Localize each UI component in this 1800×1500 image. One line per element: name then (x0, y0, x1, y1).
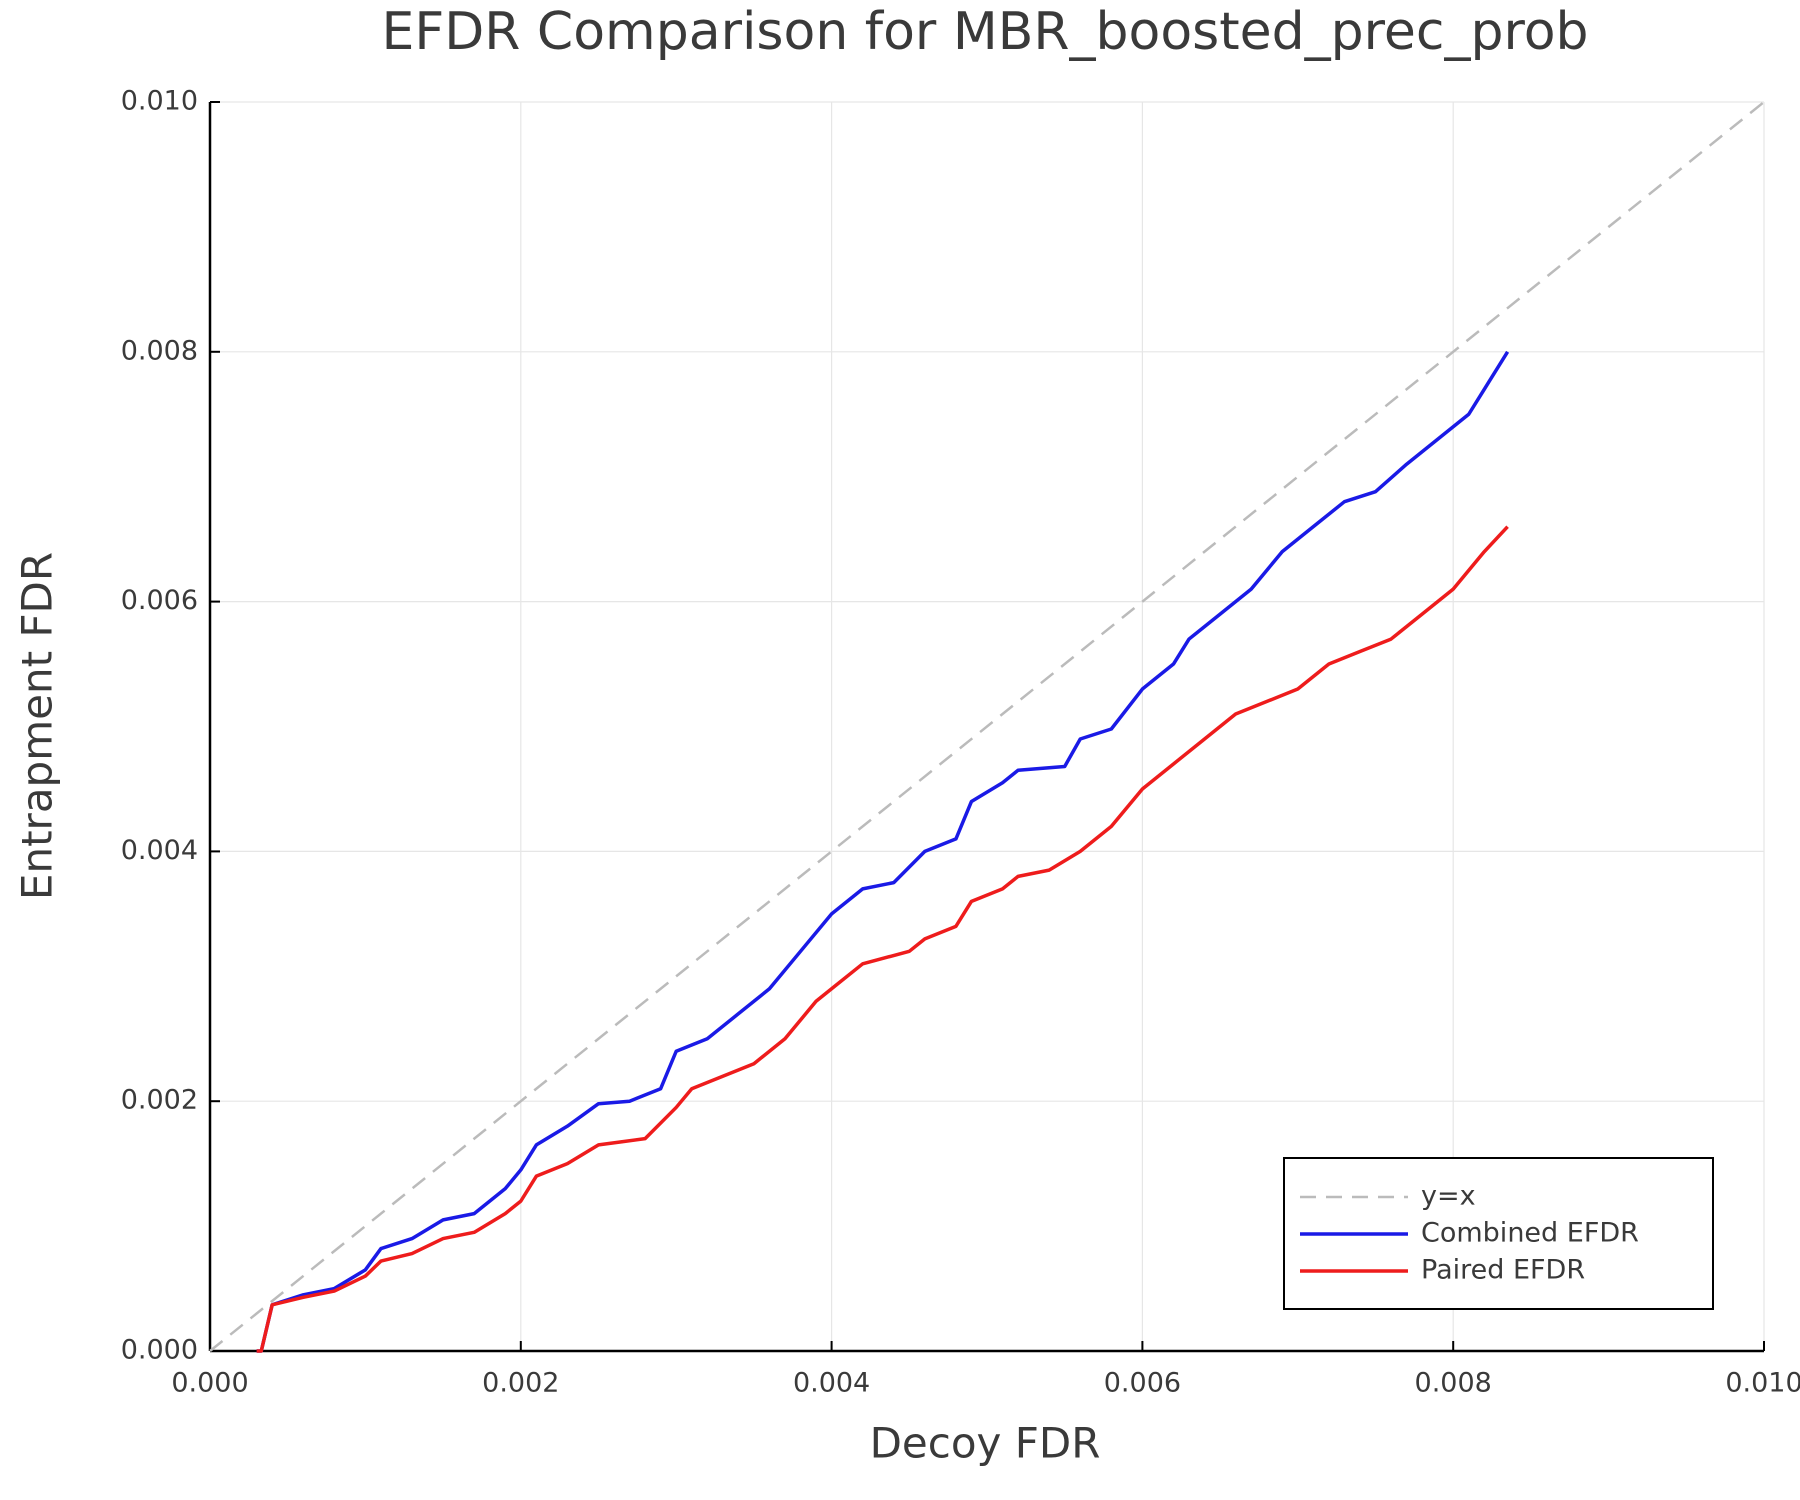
x-tick-label: 0.010 (1725, 1368, 1800, 1399)
y-tick-label: 0.006 (121, 585, 198, 616)
reference-line (209, 101, 1765, 1352)
legend-label: Combined EFDR (1421, 1218, 1639, 1249)
x-tick-label: 0.002 (482, 1368, 559, 1399)
data-line (256, 525, 1509, 1353)
y-tick-label: 0.002 (121, 1085, 198, 1116)
y-tick-label: 0.008 (121, 335, 198, 366)
data-line (256, 350, 1510, 1353)
y-tick-label: 0.010 (121, 86, 198, 117)
x-axis-label: Decoy FDR (870, 1419, 1101, 1468)
y-tick-label: 0.004 (121, 835, 198, 866)
legend-label: Paired EFDR (1421, 1255, 1585, 1286)
chart-title: EFDR Comparison for MBR_boosted_prec_pro… (381, 2, 1588, 62)
y-tick-label: 0.000 (121, 1335, 198, 1366)
legend-label: y=x (1421, 1181, 1476, 1212)
y-axis-label: Entrapment FDR (13, 552, 62, 900)
x-tick-label: 0.004 (793, 1368, 870, 1399)
x-tick-label: 0.006 (1104, 1368, 1181, 1399)
x-tick-label: 0.008 (1415, 1368, 1492, 1399)
x-tick-label: 0.000 (171, 1368, 248, 1399)
